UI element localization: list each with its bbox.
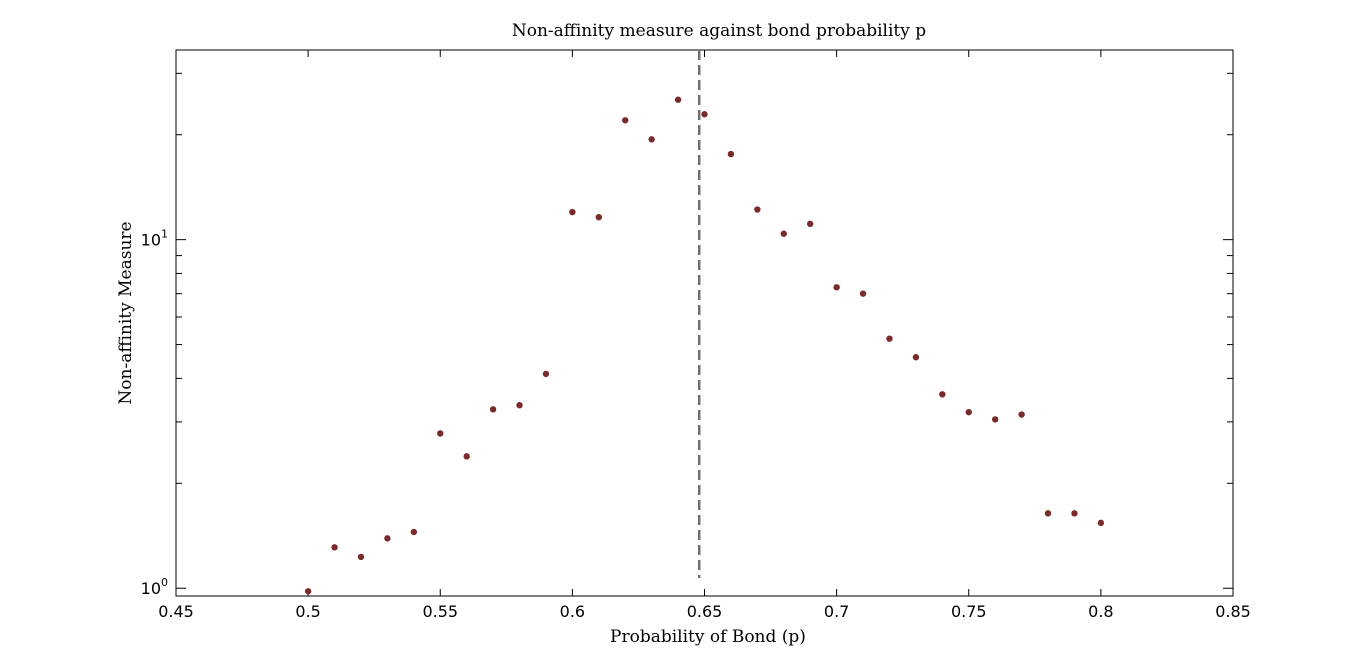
- data-point: [1044, 510, 1052, 517]
- data-point: [331, 544, 338, 551]
- data-point: [304, 588, 312, 595]
- x-tick-label: 0.45: [158, 602, 194, 621]
- x-tick-label: 0.6: [560, 602, 585, 621]
- data-point: [991, 416, 999, 423]
- chart-title: Non-affinity measure against bond probab…: [512, 21, 926, 41]
- y-tick-exponent: 1: [161, 228, 168, 241]
- data-point: [648, 136, 655, 143]
- y-tick-base: 10: [141, 579, 161, 598]
- x-tick-label: 0.55: [422, 602, 458, 621]
- x-tick-label: 0.5: [295, 602, 320, 621]
- data-point: [780, 230, 787, 237]
- data-point: [965, 408, 972, 416]
- y-tick-label: 101: [141, 228, 168, 250]
- data-points: [304, 96, 1105, 595]
- data-point: [886, 335, 893, 342]
- data-point: [516, 402, 523, 409]
- data-point: [859, 290, 867, 297]
- data-point: [489, 406, 497, 413]
- data-point: [437, 430, 444, 437]
- data-point: [595, 213, 602, 221]
- x-tick-label: 0.85: [1215, 602, 1251, 621]
- data-point: [622, 117, 629, 124]
- x-axis-ticks: 0.45 0.5 0.55 0.6 0.65 0.7 0.75 0.8 0.85: [158, 50, 1251, 621]
- y-axis-label: Non-affinity Measure: [116, 221, 136, 404]
- data-point: [384, 535, 391, 542]
- data-point: [569, 208, 576, 216]
- y-tick-base: 10: [141, 231, 161, 250]
- x-tick-label: 0.65: [687, 602, 723, 621]
- data-point: [833, 284, 840, 291]
- data-point: [912, 354, 920, 361]
- data-point: [357, 553, 365, 561]
- data-point: [1018, 411, 1025, 418]
- data-point: [701, 111, 708, 118]
- x-tick-label: 0.7: [824, 602, 849, 621]
- data-point: [1097, 519, 1105, 527]
- data-point: [542, 370, 550, 378]
- data-point: [1071, 510, 1078, 517]
- data-point: [674, 96, 682, 103]
- data-point: [727, 150, 735, 158]
- x-axis-label: Probability of Bond (p): [610, 627, 806, 647]
- x-tick-label: 0.8: [1088, 602, 1113, 621]
- data-point: [463, 453, 470, 460]
- data-point: [807, 220, 814, 228]
- y-tick-label: 100: [141, 576, 168, 598]
- data-point: [410, 528, 418, 536]
- y-tick-exponent: 0: [161, 576, 168, 589]
- data-point: [939, 391, 946, 398]
- x-tick-label: 0.75: [951, 602, 987, 621]
- data-point: [754, 206, 761, 213]
